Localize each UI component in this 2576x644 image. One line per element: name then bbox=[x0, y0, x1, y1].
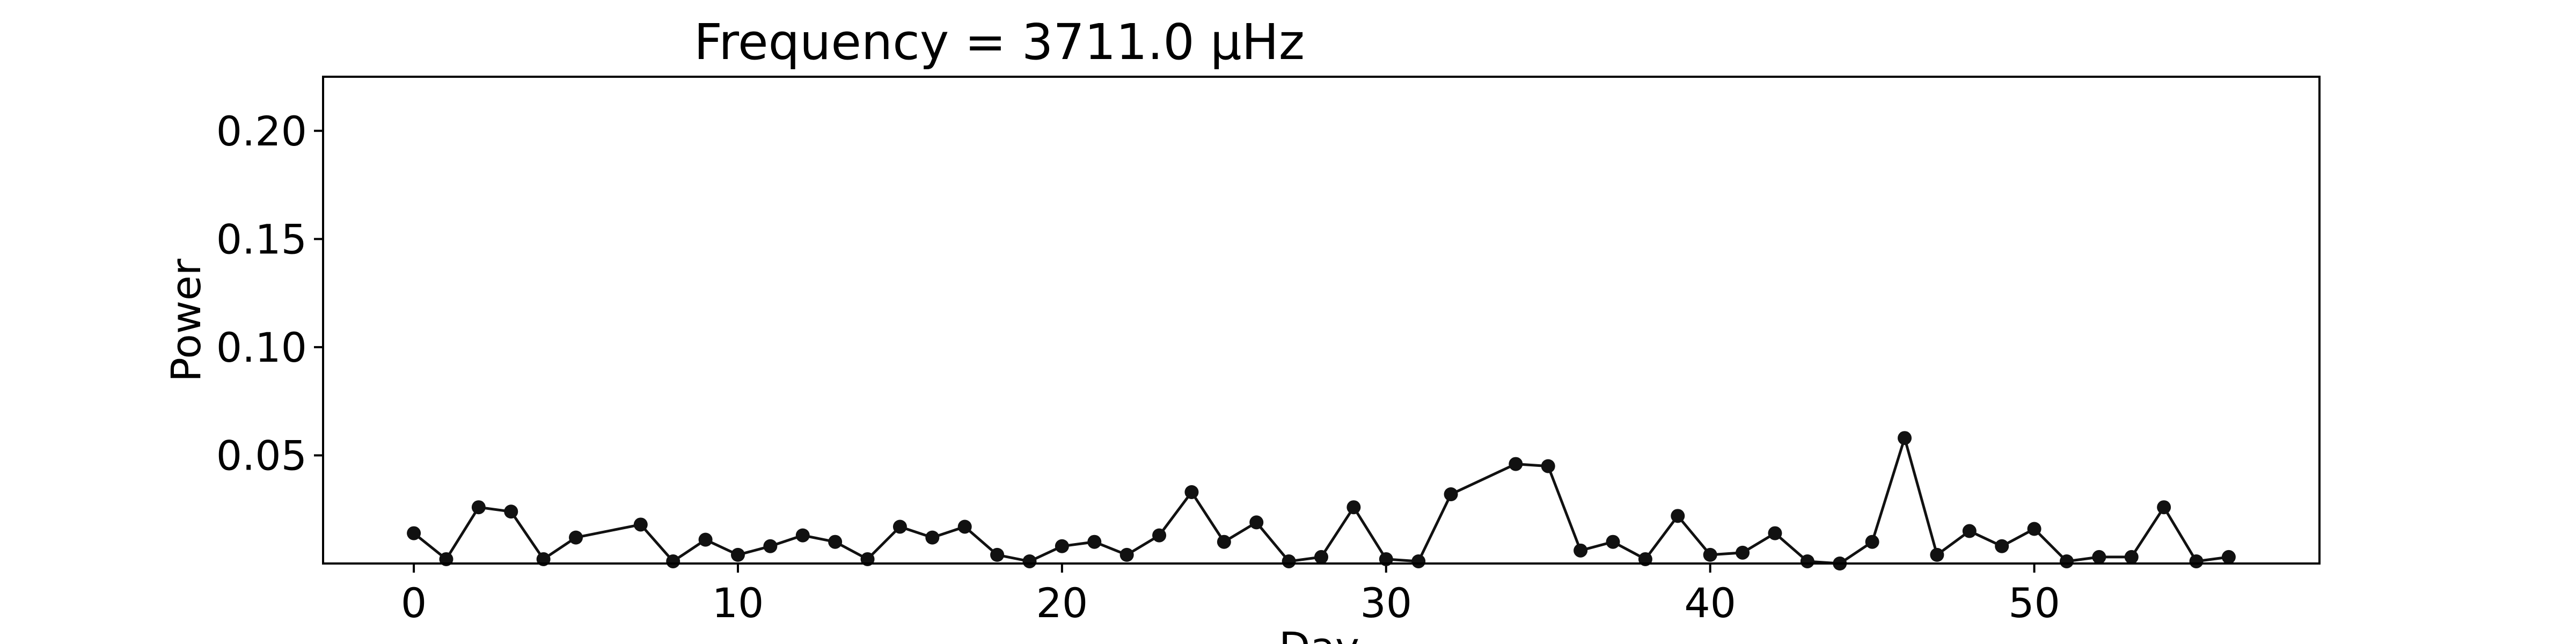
data-point bbox=[1217, 535, 1231, 549]
data-point bbox=[1995, 539, 2009, 553]
x-tick-label: 0 bbox=[401, 579, 427, 627]
chart-title: Frequency = 3711.0 μHz bbox=[694, 13, 1305, 71]
data-point bbox=[990, 547, 1005, 562]
data-point bbox=[569, 530, 583, 545]
x-tick-label: 30 bbox=[1360, 579, 1412, 627]
data-point bbox=[1574, 543, 1588, 558]
data-point bbox=[925, 530, 940, 545]
data-point bbox=[1444, 487, 1458, 502]
x-axis-ticks: 0 10 20 30 40 50 bbox=[401, 564, 2060, 627]
data-point bbox=[1703, 547, 1717, 562]
data-point bbox=[828, 535, 843, 549]
data-point bbox=[2092, 550, 2106, 564]
data-point bbox=[1962, 524, 1977, 538]
data-point bbox=[1152, 528, 1167, 543]
data-point bbox=[1314, 550, 1328, 564]
x-axis-label: Day bbox=[1279, 623, 1359, 644]
data-point bbox=[2027, 522, 2041, 536]
data-point bbox=[2221, 550, 2236, 564]
x-tick-label: 20 bbox=[1036, 579, 1088, 627]
data-point bbox=[957, 519, 972, 534]
x-tick-label: 50 bbox=[2008, 579, 2060, 627]
data-point bbox=[1898, 431, 1912, 445]
y-tick-label: 0.15 bbox=[216, 215, 307, 263]
data-point bbox=[1509, 457, 1523, 471]
y-tick-label: 0.05 bbox=[216, 431, 307, 479]
plot-series bbox=[407, 431, 2236, 570]
y-axis-ticks: 0.05 0.10 0.15 0.20 bbox=[216, 107, 323, 479]
data-point bbox=[1411, 554, 1426, 568]
data-point bbox=[1865, 535, 1879, 549]
data-point bbox=[1541, 459, 1555, 473]
data-point bbox=[1282, 554, 1296, 568]
data-point bbox=[633, 517, 648, 532]
series-line bbox=[413, 436, 2229, 565]
data-point bbox=[1346, 500, 1361, 515]
data-point bbox=[471, 500, 486, 515]
data-point bbox=[2189, 554, 2204, 568]
data-point bbox=[1671, 509, 1685, 523]
data-point bbox=[1022, 554, 1037, 568]
data-point bbox=[1800, 554, 1814, 568]
data-point bbox=[763, 539, 778, 553]
data-point bbox=[1768, 526, 1782, 540]
data-point bbox=[730, 547, 745, 562]
data-point bbox=[795, 528, 810, 543]
data-point bbox=[666, 554, 680, 568]
x-tick-label: 10 bbox=[712, 579, 764, 627]
data-point bbox=[1930, 547, 1944, 562]
data-point bbox=[2124, 550, 2139, 564]
plot-area-frame bbox=[322, 76, 2321, 565]
data-point bbox=[2059, 554, 2074, 568]
data-point bbox=[1184, 485, 1199, 499]
data-point bbox=[698, 532, 713, 547]
data-point bbox=[407, 526, 421, 540]
y-tick-label: 0.10 bbox=[216, 324, 307, 371]
data-point bbox=[1736, 545, 1750, 560]
data-point bbox=[1249, 515, 1264, 530]
y-tick-label: 0.20 bbox=[216, 107, 307, 155]
data-point bbox=[1055, 539, 1069, 553]
data-point bbox=[1119, 547, 1134, 562]
x-tick-label: 40 bbox=[1684, 579, 1736, 627]
data-point bbox=[892, 519, 907, 534]
y-axis-label: Power bbox=[162, 258, 210, 382]
data-point bbox=[1087, 535, 1102, 549]
data-point bbox=[1606, 535, 1620, 549]
data-point bbox=[504, 504, 518, 519]
data-point bbox=[2157, 500, 2171, 515]
